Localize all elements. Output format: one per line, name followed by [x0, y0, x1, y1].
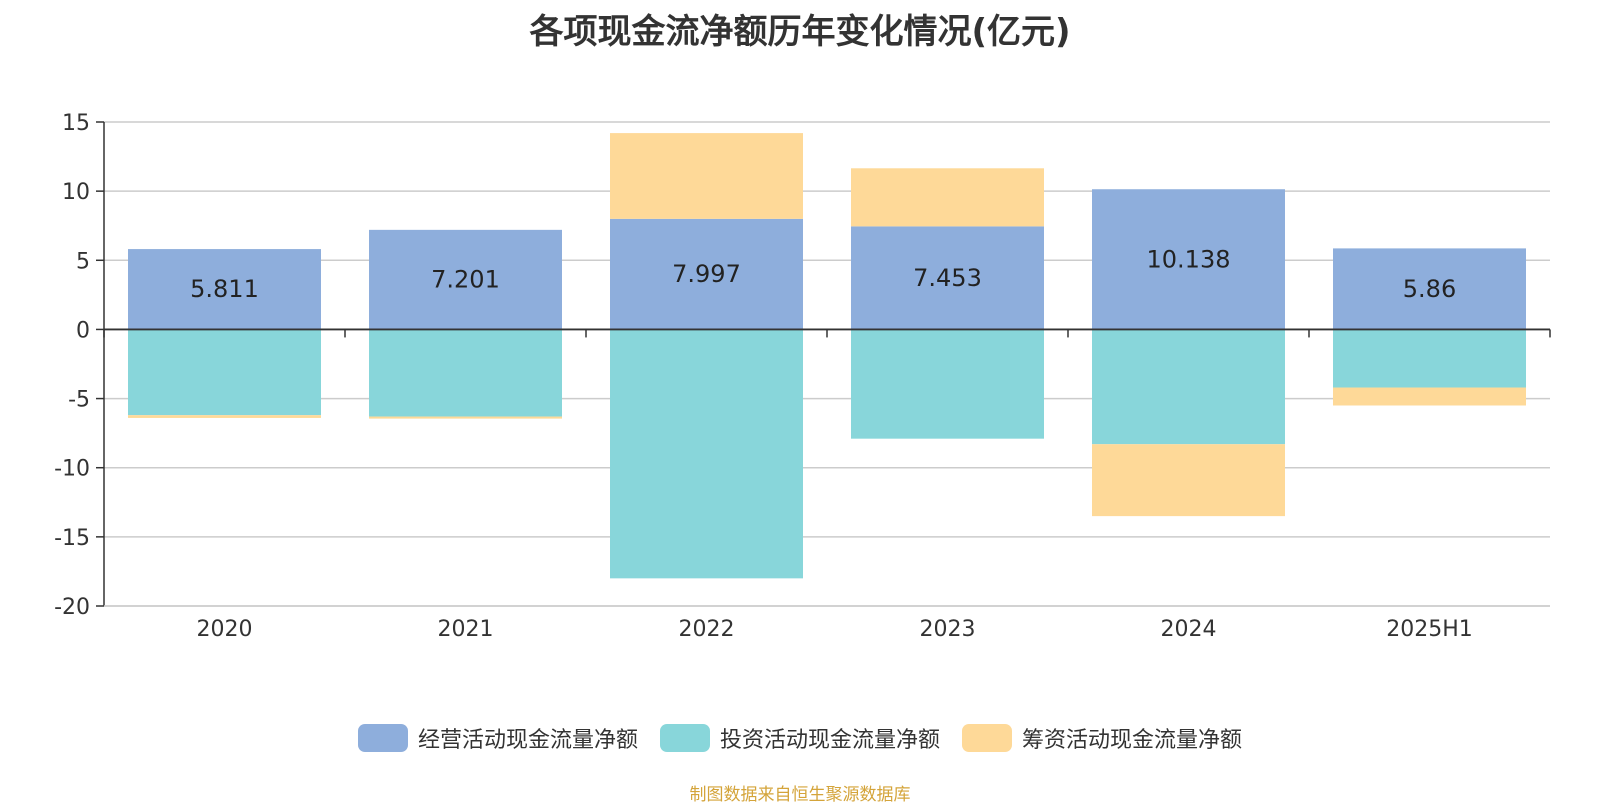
bar-investing	[369, 329, 562, 417]
x-tick-label: 2021	[438, 617, 494, 642]
x-tick-label: 2022	[679, 617, 735, 642]
y-tick-label: -5	[68, 388, 90, 413]
y-tick-label: 15	[62, 111, 90, 136]
legend-label-operating: 经营活动现金流量净额	[417, 728, 638, 753]
x-tick-label: 2025H1	[1386, 617, 1473, 642]
bar-financing	[369, 416, 562, 419]
data-label: 7.453	[913, 264, 982, 292]
bar-financing	[610, 133, 803, 219]
y-tick-label: -15	[54, 526, 90, 551]
legend-swatch-investing	[659, 724, 710, 752]
x-tick-label: 2020	[197, 617, 253, 642]
data-label: 10.138	[1147, 245, 1231, 273]
y-tick-label: 0	[76, 318, 90, 343]
data-label: 7.997	[672, 260, 741, 288]
y-tick-label: 10	[62, 180, 90, 205]
y-tick-label: 5	[76, 249, 90, 274]
bar-operating	[128, 249, 321, 330]
legend-item-investing[interactable]: 投资活动现金流量净额	[659, 722, 940, 754]
bar-financing	[1092, 444, 1285, 517]
legend-item-operating[interactable]: 经营活动现金流量净额	[357, 722, 638, 754]
bar-operating	[1092, 189, 1285, 330]
data-label: 5.811	[190, 275, 259, 303]
data-label: 7.201	[431, 266, 500, 294]
bar-operating	[369, 229, 562, 330]
bar-investing	[1092, 329, 1285, 445]
bar-investing	[851, 329, 1044, 439]
x-tick-label: 2023	[920, 617, 976, 642]
bar-investing	[610, 329, 803, 579]
legend-label-investing: 投资活动现金流量净额	[719, 728, 940, 753]
bar-operating	[610, 218, 803, 330]
legend-label-financing: 筹资活动现金流量净额	[1022, 728, 1243, 753]
data-label: 5.86	[1403, 275, 1456, 303]
y-tick-label: -20	[54, 595, 90, 620]
legend-swatch-operating	[357, 724, 408, 752]
bar-operating	[851, 226, 1044, 330]
bar-investing	[128, 329, 321, 416]
x-tick-label: 2024	[1161, 617, 1217, 642]
chart-title: 各项现金流净额历年变化情况(亿元)	[529, 12, 1071, 52]
source-note: 制图数据来自恒生聚源数据库	[689, 785, 911, 805]
y-tick-label: -10	[54, 457, 90, 482]
bar-investing	[1333, 329, 1526, 388]
legend-swatch-financing	[962, 724, 1012, 752]
bar-financing	[128, 415, 321, 418]
bar-financing	[1333, 387, 1526, 406]
bar-operating	[1333, 248, 1526, 330]
legend-item-financing[interactable]: 筹资活动现金流量净额	[962, 722, 1242, 754]
bar-financing	[851, 168, 1044, 227]
legend: 经营活动现金流量净额 投资活动现金流量净额 筹资活动现金流量净额	[0, 722, 1600, 754]
